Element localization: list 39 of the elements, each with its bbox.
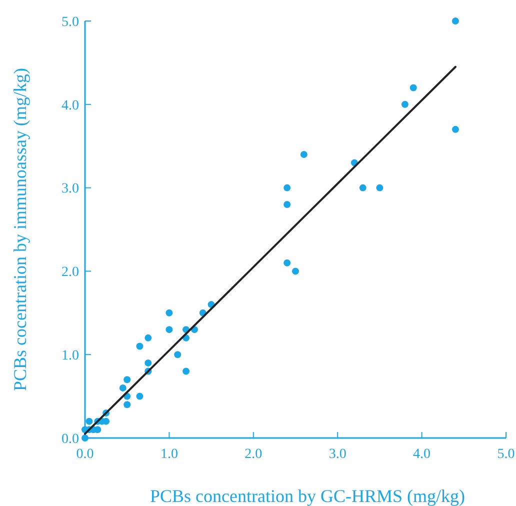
x-tick-label: 3.0 <box>328 447 346 462</box>
point <box>136 392 144 400</box>
point <box>119 384 126 392</box>
y-tick-label: 1.0 <box>62 348 79 364</box>
point <box>124 376 131 384</box>
x-tick-label: 0.0 <box>76 447 94 462</box>
y-tick-label: 2.0 <box>62 265 79 280</box>
point <box>102 418 110 425</box>
point <box>174 351 182 358</box>
point <box>284 200 291 208</box>
x-tick-label: 5.0 <box>497 447 515 462</box>
x-tick-label: 2.0 <box>244 447 262 462</box>
y-axis-title: PCBs cocentration by immunoassay (mg/kg) <box>10 68 30 391</box>
y-tick-label: 0.0 <box>62 432 79 447</box>
point <box>82 434 88 442</box>
y-tick-label: 3.0 <box>62 182 79 197</box>
point <box>284 259 291 266</box>
point <box>144 359 152 366</box>
point <box>376 184 384 192</box>
point <box>401 100 408 108</box>
y-tick-label: 5.0 <box>62 14 79 30</box>
point <box>136 342 144 350</box>
x-tick-label: 1.0 <box>160 447 178 462</box>
point <box>144 334 152 342</box>
x-tick-label: 4.0 <box>413 447 431 462</box>
point <box>284 184 291 192</box>
point <box>452 18 459 24</box>
point <box>292 268 299 275</box>
point <box>86 418 93 425</box>
x-axis-title: PCBs concentration by GC-HRMS (mg/kg) <box>150 486 465 506</box>
point <box>166 309 173 316</box>
point <box>166 326 173 334</box>
point <box>410 84 417 92</box>
point <box>182 368 190 375</box>
y-tick-label: 4.0 <box>62 98 79 114</box>
point <box>300 150 308 158</box>
point <box>359 184 366 192</box>
point <box>452 126 459 133</box>
point <box>124 401 131 408</box>
